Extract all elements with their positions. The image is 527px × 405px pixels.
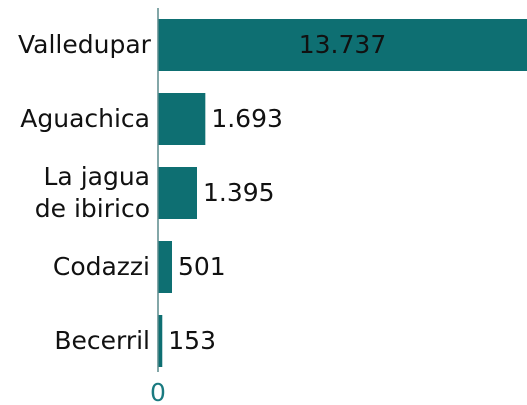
value-label: 13.737 — [299, 30, 386, 59]
value-label: 501 — [178, 252, 226, 281]
bar — [158, 167, 197, 219]
value-label: 1.693 — [211, 104, 283, 133]
y-tick-label: Valledupar — [18, 30, 151, 59]
bar — [158, 93, 206, 145]
y-tick-label: Becerril — [54, 326, 150, 355]
x-tick-label: 0 — [150, 378, 166, 405]
y-tick-label: Aguachica — [20, 104, 150, 133]
y-tick-label: Codazzi — [52, 252, 150, 281]
bar — [158, 241, 173, 293]
bar — [158, 315, 163, 367]
bar — [158, 19, 527, 71]
y-tick-label: La jagua de ibirico — [34, 162, 150, 223]
value-label: 1.395 — [203, 178, 275, 207]
value-label: 153 — [168, 326, 216, 355]
